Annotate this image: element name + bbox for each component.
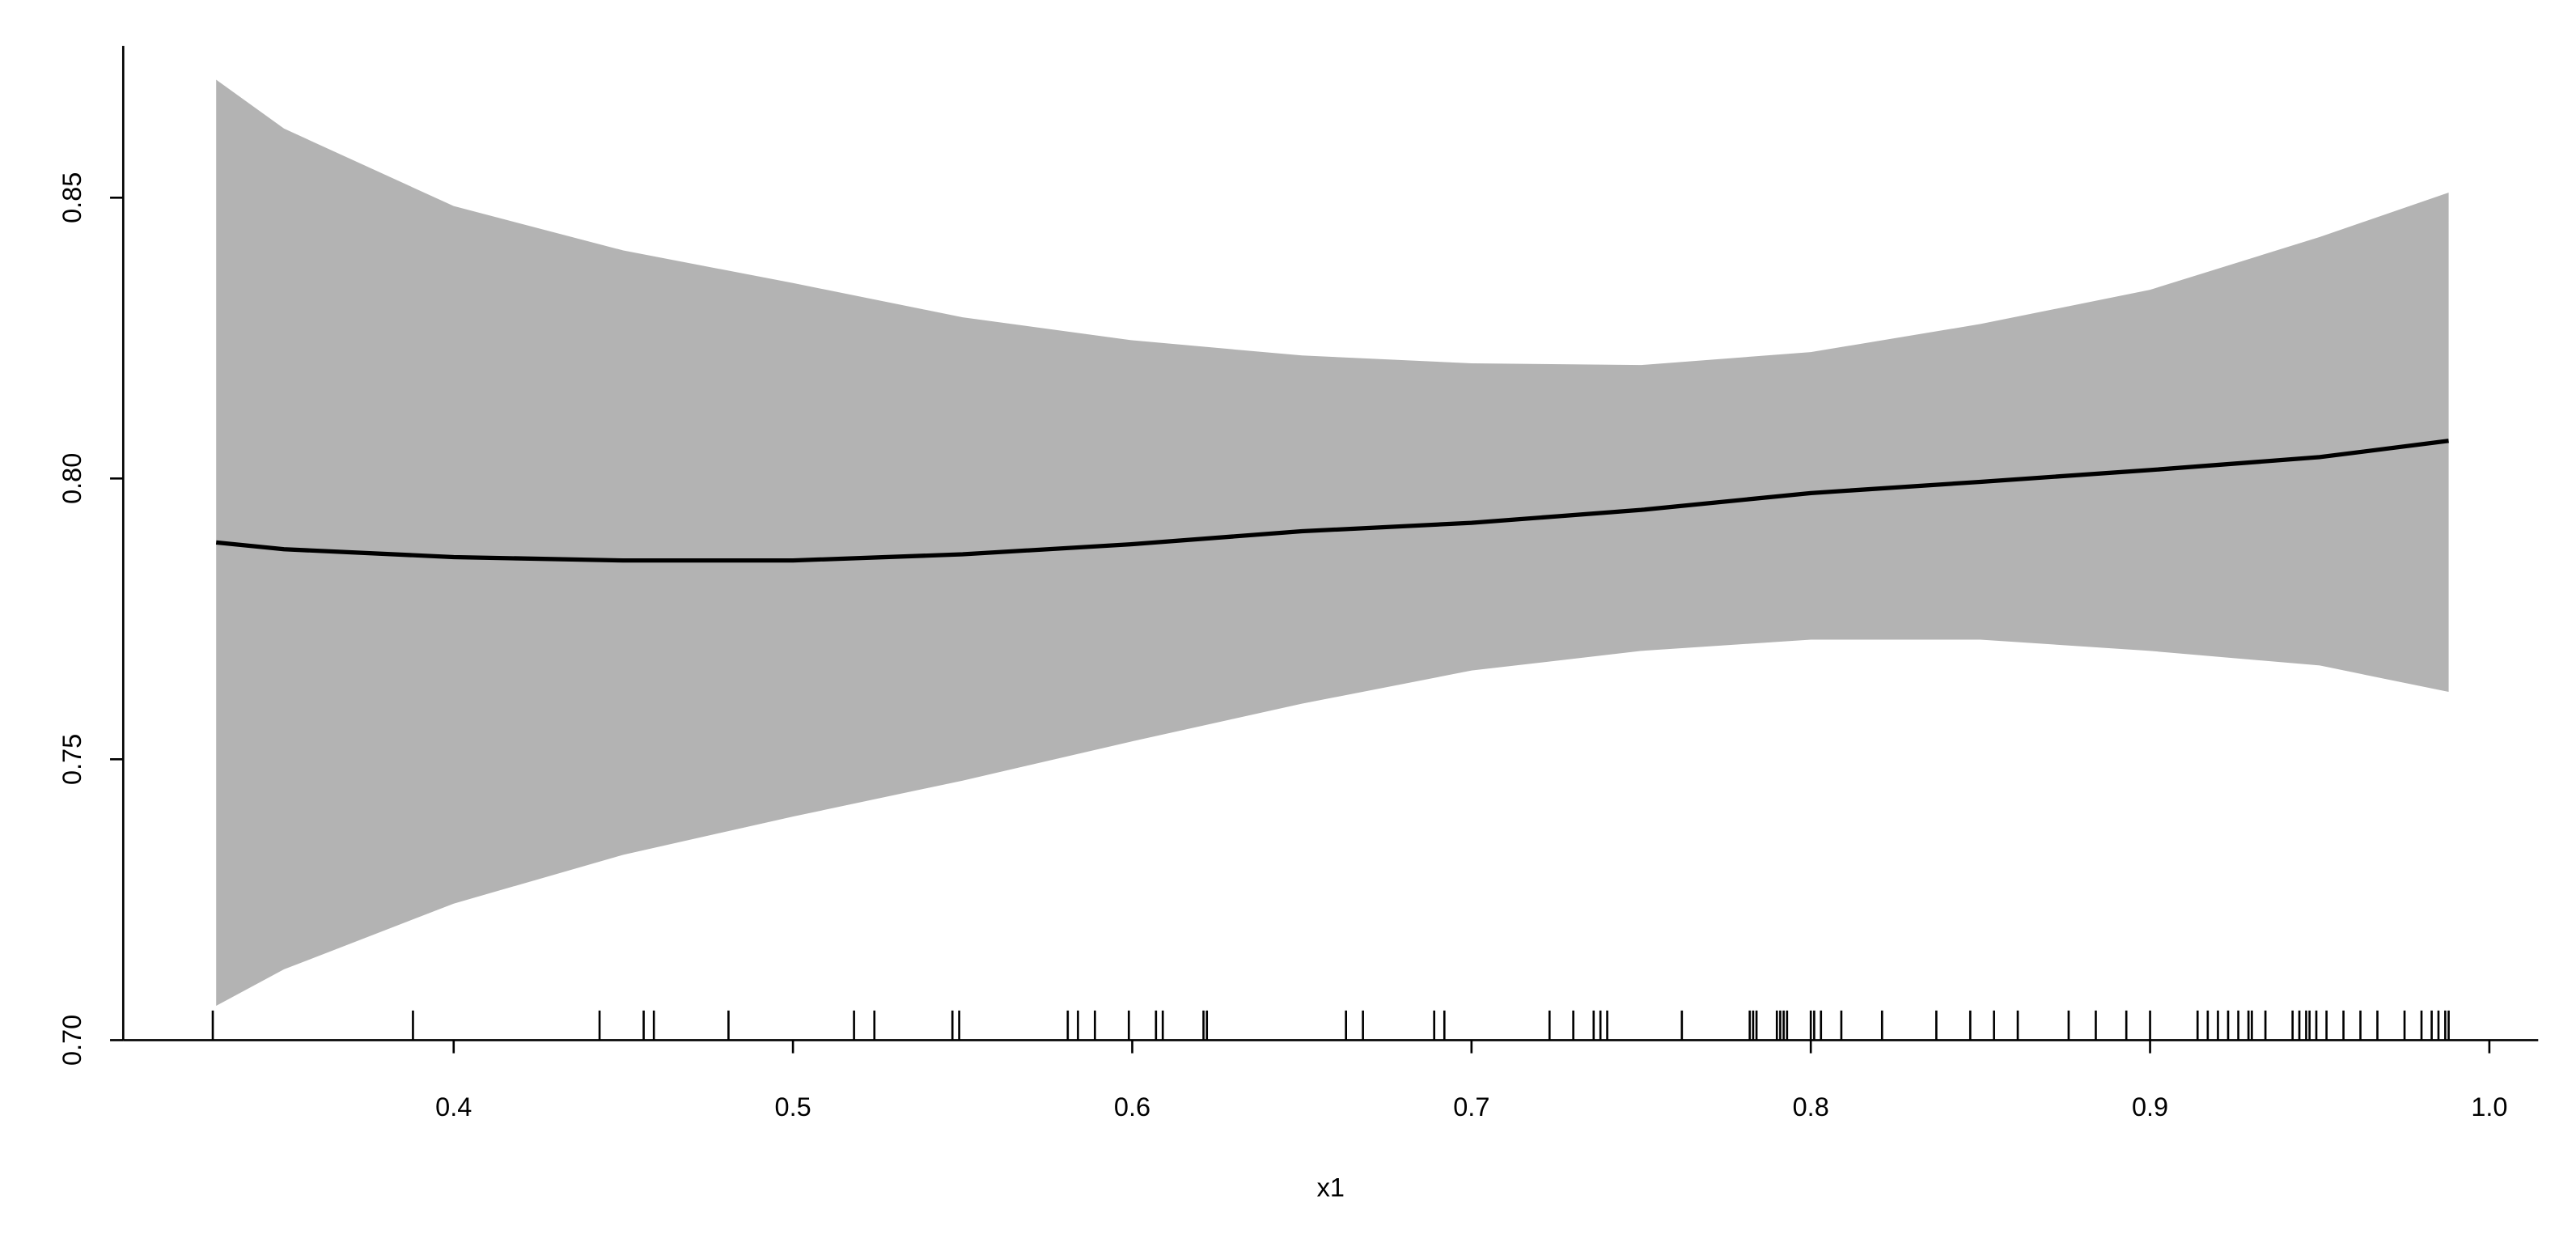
x-tick-label: 1.0 bbox=[2471, 1092, 2507, 1122]
x-tick-label: 0.4 bbox=[435, 1092, 472, 1122]
x-tick-label: 0.6 bbox=[1114, 1092, 1150, 1122]
x-tick-label: 0.8 bbox=[1793, 1092, 1829, 1122]
x-tick-label: 0.9 bbox=[2132, 1092, 2168, 1122]
x-tick-label: 0.5 bbox=[775, 1092, 811, 1122]
y-tick-label: 0.75 bbox=[57, 734, 87, 785]
fit-line bbox=[215, 439, 2449, 563]
y-tick-label: 0.85 bbox=[57, 172, 87, 223]
x-axis-label: x1 bbox=[1317, 1173, 1345, 1202]
confidence-band bbox=[216, 79, 2449, 1007]
x-tick-label: 0.7 bbox=[1453, 1092, 1489, 1122]
y-tick-label: 0.70 bbox=[57, 1015, 87, 1066]
y-tick-label: 0.80 bbox=[57, 453, 87, 504]
